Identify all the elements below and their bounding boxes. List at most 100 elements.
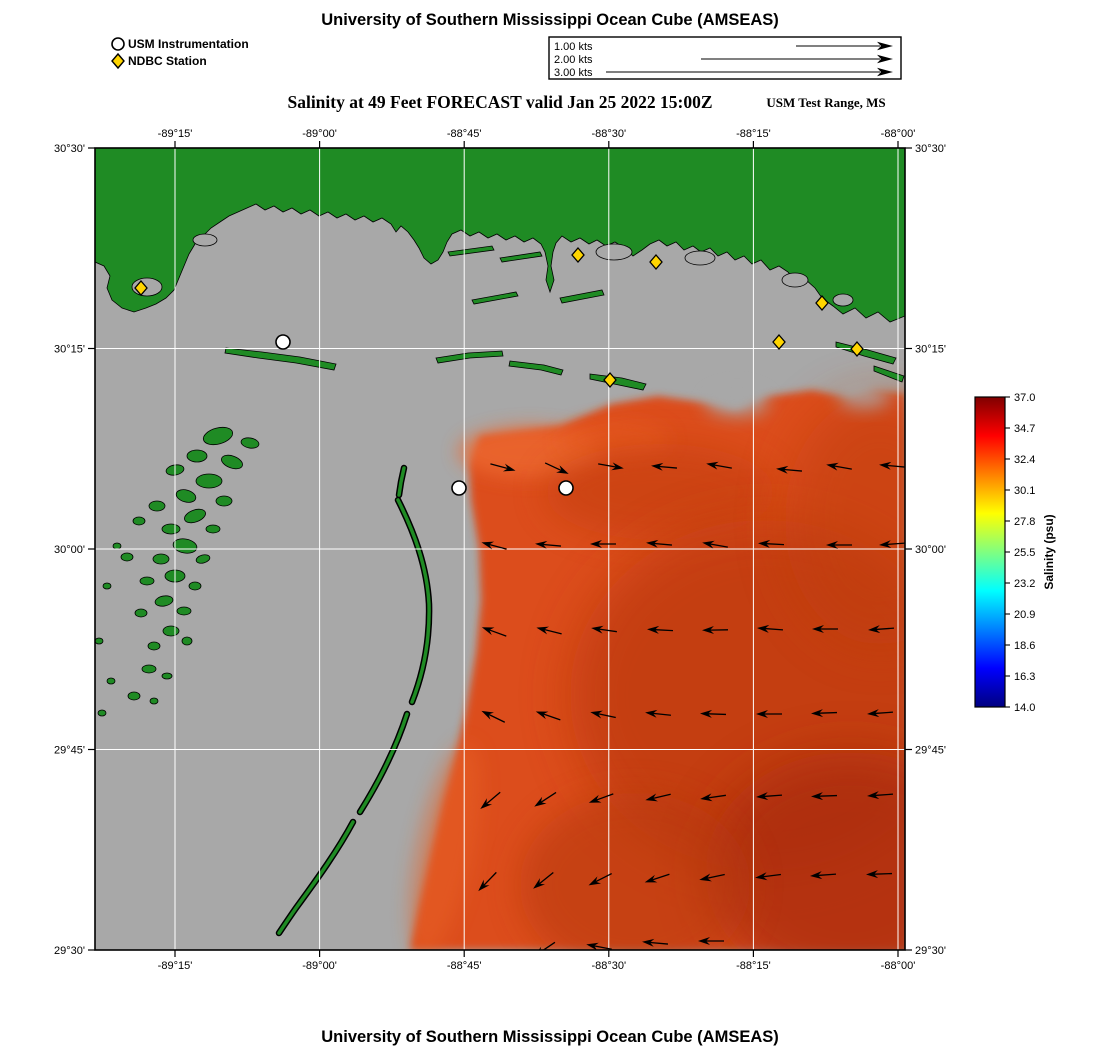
velocity-legend-arrowhead bbox=[877, 54, 893, 64]
lon-tick-label-bottom: -88°45' bbox=[447, 960, 482, 972]
colorbar-tick-label: 23.2 bbox=[1014, 578, 1035, 590]
colorbar-gradient bbox=[974, 396, 1006, 708]
marsh-sliver bbox=[499, 251, 543, 263]
lon-tick-label-bottom: -89°15' bbox=[158, 960, 193, 972]
current-arrow bbox=[591, 625, 617, 634]
marsh-island bbox=[195, 473, 223, 489]
marsh-island bbox=[95, 637, 104, 645]
colorbar-tick-label: 27.8 bbox=[1014, 516, 1035, 528]
current-arrow bbox=[478, 871, 497, 892]
marsh-sliver bbox=[559, 289, 605, 304]
lon-tick-label-top: -89°15' bbox=[158, 128, 193, 140]
marsh-island bbox=[176, 606, 192, 616]
colorbar-tick-label: 18.6 bbox=[1014, 640, 1035, 652]
current-arrow bbox=[535, 540, 562, 549]
current-arrow bbox=[879, 540, 905, 549]
bay-inlet bbox=[684, 250, 716, 266]
lat-tick-label-right: 30°30' bbox=[915, 143, 946, 155]
ndbc-station-marker bbox=[571, 247, 585, 263]
marsh-island bbox=[205, 524, 221, 534]
current-arrow bbox=[866, 870, 893, 879]
barrier-island bbox=[508, 360, 564, 376]
barrier-island bbox=[835, 341, 897, 365]
region-label: USM Test Range, MS bbox=[766, 95, 885, 110]
current-arrow bbox=[700, 793, 726, 802]
lon-tick-label-bottom: -88°15' bbox=[736, 960, 771, 972]
marsh-island bbox=[102, 582, 112, 590]
marker-legend: USM Instrumentation NDBC Station bbox=[111, 37, 249, 70]
marsh-sliver bbox=[471, 291, 519, 305]
barrier-island bbox=[435, 350, 504, 364]
current-arrow bbox=[536, 626, 562, 635]
marsh-island bbox=[112, 542, 122, 550]
current-arrow bbox=[590, 540, 616, 548]
ndbc-legend-label: NDBC Station bbox=[128, 54, 207, 68]
marsh-island bbox=[148, 500, 166, 512]
current-arrow bbox=[588, 793, 614, 803]
current-arrow bbox=[758, 539, 785, 548]
lon-tick-label-top: -88°00' bbox=[881, 128, 916, 140]
marsh-island bbox=[139, 576, 155, 586]
lon-tick-label-top: -88°30' bbox=[591, 128, 626, 140]
ndbc-station-marker bbox=[603, 372, 617, 388]
marsh-island bbox=[132, 516, 146, 526]
velocity-legend-box bbox=[548, 36, 902, 80]
marsh-island bbox=[184, 508, 206, 524]
marsh-island bbox=[175, 489, 197, 503]
barrier-island bbox=[873, 365, 905, 383]
current-arrow bbox=[533, 941, 556, 950]
current-arrow bbox=[481, 541, 507, 550]
velocity-legend-arrowhead bbox=[877, 41, 893, 51]
land-layer bbox=[95, 148, 905, 937]
marsh-island bbox=[147, 641, 161, 651]
marsh-island bbox=[152, 553, 170, 565]
current-arrow bbox=[642, 938, 669, 947]
lon-tick-label-top: -88°15' bbox=[736, 128, 771, 140]
lat-tick-label-left: 29°30' bbox=[54, 945, 85, 957]
colorbar-tick-label: 14.0 bbox=[1014, 702, 1035, 714]
colorbar-tick-label: 16.3 bbox=[1014, 671, 1035, 683]
current-arrow bbox=[867, 791, 894, 800]
top-title: University of Southern Mississippi Ocean… bbox=[321, 11, 779, 29]
current-arrow bbox=[651, 462, 678, 471]
lon-tick-label-bottom: -89°00' bbox=[302, 960, 337, 972]
marsh-island bbox=[127, 691, 141, 701]
current-arrow bbox=[645, 793, 671, 802]
marsh-island bbox=[240, 437, 260, 449]
current-arrow bbox=[756, 710, 782, 718]
marsh-island bbox=[97, 709, 107, 717]
ndbc-station-marker bbox=[649, 254, 663, 270]
lon-tick-label-top: -89°00' bbox=[302, 128, 337, 140]
lat-tick-label-right: 29°45' bbox=[915, 745, 946, 757]
current-arrow bbox=[702, 540, 728, 549]
station-markers bbox=[134, 247, 864, 496]
island-arc bbox=[275, 464, 433, 937]
lat-tick-label-left: 30°30' bbox=[54, 143, 85, 155]
lat-tick-label-left: 30°00' bbox=[54, 544, 85, 556]
bay-inlet bbox=[595, 243, 633, 261]
current-arrow bbox=[811, 709, 838, 718]
current-arrow bbox=[534, 791, 557, 807]
bay-inlet bbox=[192, 233, 218, 247]
lat-tick-label-left: 30°15' bbox=[54, 344, 85, 356]
salinity-patch bbox=[785, 395, 905, 645]
bay-inlet bbox=[781, 272, 809, 288]
current-arrow bbox=[535, 711, 561, 721]
current-arrow bbox=[544, 462, 569, 474]
salinity-patch bbox=[705, 752, 905, 950]
marsh-island bbox=[162, 625, 180, 637]
current-arrow bbox=[590, 710, 616, 719]
current-arrow bbox=[490, 463, 516, 472]
usm-station-marker bbox=[451, 480, 467, 496]
colorbar-tick-label: 25.5 bbox=[1014, 547, 1035, 559]
current-vectors bbox=[478, 461, 905, 950]
colorbar-tick-label: 32.4 bbox=[1014, 454, 1035, 466]
current-arrow bbox=[533, 871, 554, 889]
bay-inlet bbox=[832, 293, 854, 307]
current-arrow bbox=[812, 625, 838, 633]
marsh-island bbox=[161, 672, 173, 680]
ndbc-legend-icon bbox=[111, 52, 125, 70]
